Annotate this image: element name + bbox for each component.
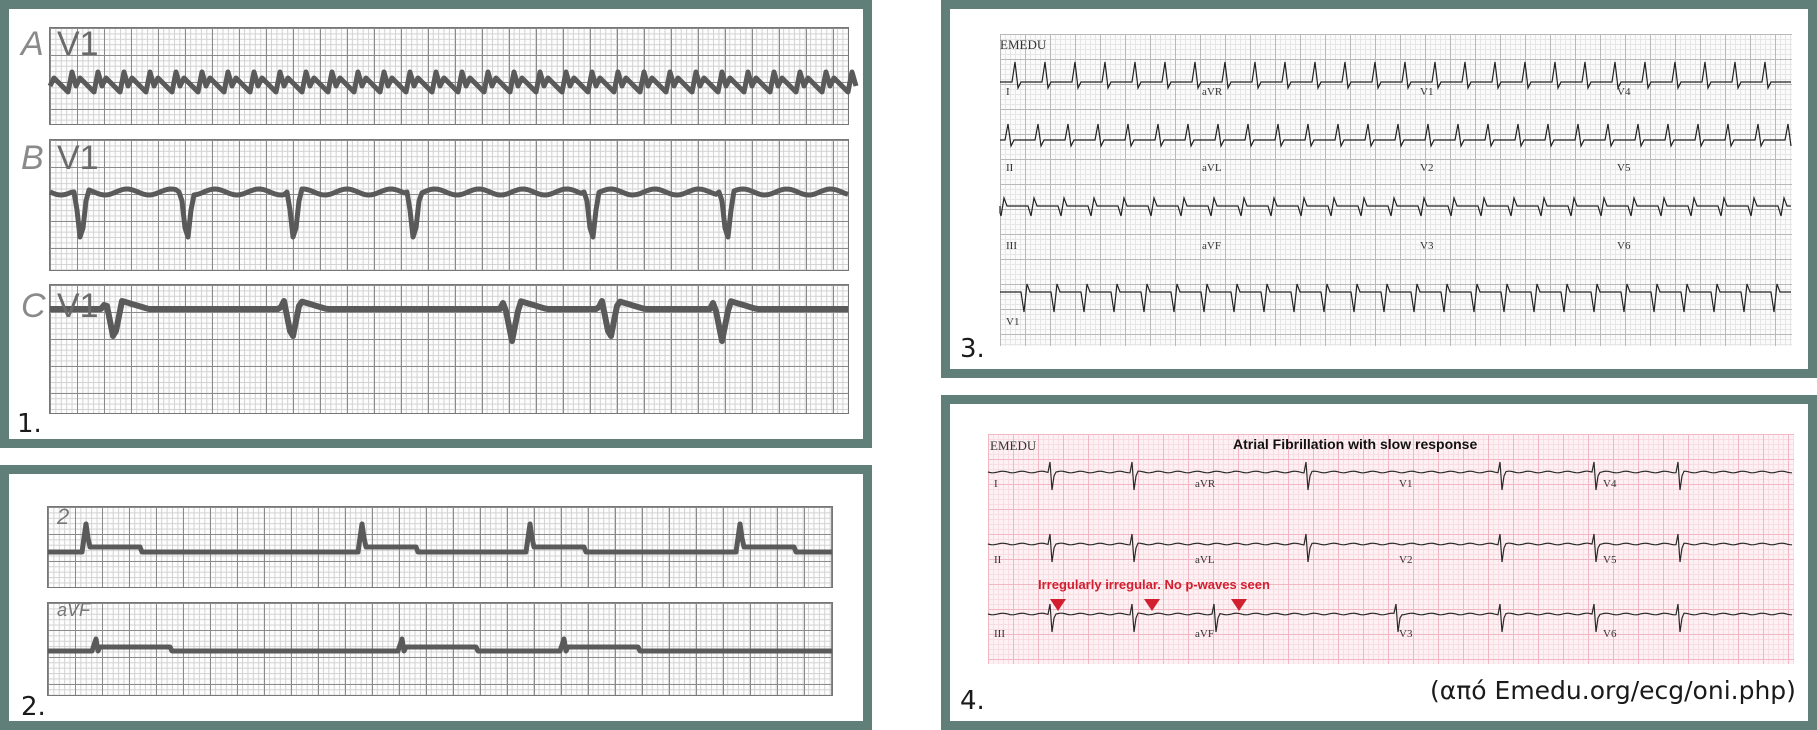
lead-label-V4: V4	[1603, 478, 1617, 490]
arrow-marker-3	[1231, 599, 1247, 611]
ecg-trace-row3	[999, 195, 1791, 217]
arrow-marker-2	[1144, 599, 1160, 611]
lead-label-V6: V6	[1603, 628, 1617, 640]
row-letter-a: A	[21, 25, 44, 63]
lead-label-V5: V5	[1603, 554, 1617, 566]
ecg-trace-row2	[1000, 123, 1792, 149]
lead-label-II: II	[1006, 162, 1014, 174]
ecg-trace-row1	[987, 461, 1793, 491]
lead-label-aVF: aVF	[1195, 628, 1214, 640]
panel-number-4: 4.	[960, 686, 985, 716]
row-letter-b: B	[21, 139, 44, 177]
panel-number-1: 1.	[17, 409, 42, 439]
lead-label-V3: V3	[1420, 240, 1434, 252]
lead-label-aVL: aVL	[1202, 162, 1222, 174]
ecg-trace-c	[50, 298, 848, 344]
lead-label-I: I	[994, 478, 998, 490]
ecg-trace-row1	[1000, 61, 1791, 91]
ecg-12lead-sheet-3: EMEDU I aVR V1 V4 II aVL V2 V5 III aVF V…	[999, 34, 1792, 346]
ecg-trace-row2	[987, 533, 1793, 563]
ecg-12lead-sheet-4: EMEDU Atrial Fibrillation with slow resp…	[987, 434, 1794, 664]
ecg-trace-row4	[1000, 283, 1791, 313]
ecg-strip-b	[49, 139, 849, 271]
row-lead-c: V1	[57, 287, 99, 325]
ecg-trace-a	[47, 69, 859, 95]
arrow-marker-1	[1050, 599, 1066, 611]
row-lead-b: V1	[57, 139, 99, 177]
ecg-strip-avf	[47, 602, 833, 696]
lead-label-V2: V2	[1420, 162, 1434, 174]
lead-label-aVF: aVF	[1202, 240, 1221, 252]
lead-label-V1: V1	[1420, 86, 1434, 98]
ecg-strip-c	[49, 284, 849, 414]
row-letter-c: C	[21, 287, 46, 325]
lead-label-III: III	[994, 628, 1005, 640]
ecg-strip-lead2	[47, 506, 833, 588]
lead-label-aVR: aVR	[1202, 86, 1223, 98]
lead-label-V2: V2	[1399, 554, 1413, 566]
lead-label-II: II	[994, 554, 1002, 566]
lead-label-V6: V6	[1617, 240, 1631, 252]
panel-number-2: 2.	[21, 692, 46, 722]
lead-label-2: 2	[57, 504, 70, 529]
ecg-trace-avf	[47, 636, 833, 654]
chart-title: Atrial Fibrillation with slow response	[1233, 436, 1478, 452]
watermark-emedu: EMEDU	[990, 438, 1037, 453]
ecg-trace-lead2	[47, 521, 833, 555]
lead-label-avf: aVF	[57, 600, 91, 620]
ecg-panel-1: A V1 B V1 C V1 1.	[0, 0, 872, 448]
source-credit: (από Emedu.org/ecg/oni.php)	[1430, 676, 1796, 705]
panel-number-3: 3.	[960, 334, 985, 364]
lead-label-aVR: aVR	[1195, 478, 1216, 490]
lead-label-aVL: aVL	[1195, 554, 1215, 566]
lead-label-V4: V4	[1617, 86, 1631, 98]
ecg-panel-3: EMEDU I aVR V1 V4 II aVL V2 V5 III aVF V…	[941, 0, 1817, 378]
ecg-trace-row3	[987, 603, 1793, 633]
ecg-panel-2: 2 aVF 2.	[0, 465, 872, 730]
row-lead-a: V1	[57, 25, 99, 63]
lead-label-V5: V5	[1617, 162, 1631, 174]
lead-label-V3: V3	[1399, 628, 1413, 640]
lead-label-III: III	[1006, 240, 1017, 252]
ecg-panel-4: EMEDU Atrial Fibrillation with slow resp…	[941, 395, 1817, 730]
lead-label-I: I	[1006, 86, 1010, 98]
watermark-emedu: EMEDU	[1000, 37, 1047, 52]
ecg-strip-a	[47, 27, 859, 125]
lead-label-V1: V1	[1399, 478, 1413, 490]
lead-label-V1-rhythm: V1	[1006, 316, 1020, 328]
annotation-text: Irregularly irregular. No p-waves seen	[1038, 577, 1270, 592]
ecg-trace-b	[49, 186, 849, 240]
